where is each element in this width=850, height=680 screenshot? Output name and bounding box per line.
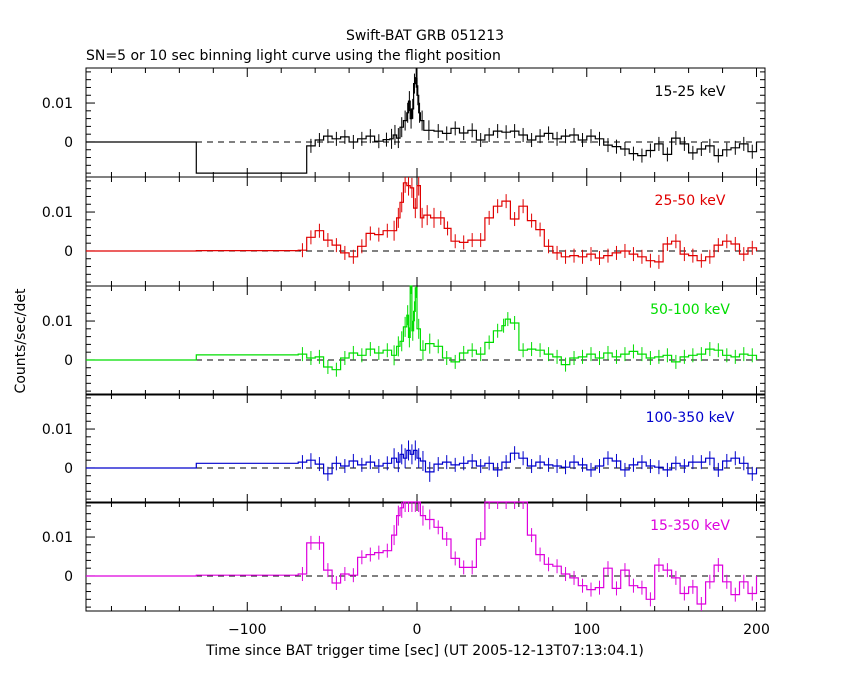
- y-tick-label: 0.01: [42, 314, 73, 330]
- panel-frame: [85, 285, 766, 396]
- band-label: 15-350 keV: [650, 518, 730, 534]
- band-label: 50-100 keV: [650, 302, 730, 318]
- y-tick-label: 0.01: [42, 205, 73, 221]
- panel-frame: [85, 393, 766, 504]
- panels-group: 0 0.01 15-25 keV 0 0.01 25-50 keV 0 0.01 50-100 …: [42, 67, 770, 638]
- x-tick-label: −100: [228, 622, 266, 638]
- light-curve-series: [86, 449, 758, 475]
- y-tick-label: 0.01: [42, 96, 73, 112]
- y-axis-label: Counts/sec/det: [13, 288, 29, 393]
- y-tick-label: 0.01: [42, 530, 73, 546]
- band-label: 100-350 keV: [646, 410, 735, 426]
- light-curve-series: [86, 285, 758, 371]
- y-tick-label: 0: [64, 461, 73, 477]
- light-curve-series: [86, 182, 758, 263]
- x-axis-label: Time since BAT trigger time [sec] (UT 20…: [205, 643, 644, 659]
- light-curve-series: [86, 77, 758, 174]
- band-label: 25-50 keV: [655, 193, 726, 209]
- x-tick-label: 100: [573, 622, 600, 638]
- chart-title: Swift-BAT GRB 051213: [346, 28, 504, 44]
- panel-frame: [85, 501, 766, 612]
- chart-subtitle: SN=5 or 10 sec binning light curve using…: [86, 48, 501, 64]
- y-tick-label: 0: [64, 244, 73, 260]
- y-tick-label: 0: [64, 569, 73, 585]
- x-tick-label: 0: [413, 622, 422, 638]
- band-label: 15-25 keV: [655, 84, 726, 100]
- y-tick-label: 0: [64, 353, 73, 369]
- y-tick-label: 0.01: [42, 422, 73, 438]
- y-tick-label: 0: [64, 135, 73, 151]
- light-curve-series: [86, 501, 758, 605]
- x-tick-label: 200: [743, 622, 770, 638]
